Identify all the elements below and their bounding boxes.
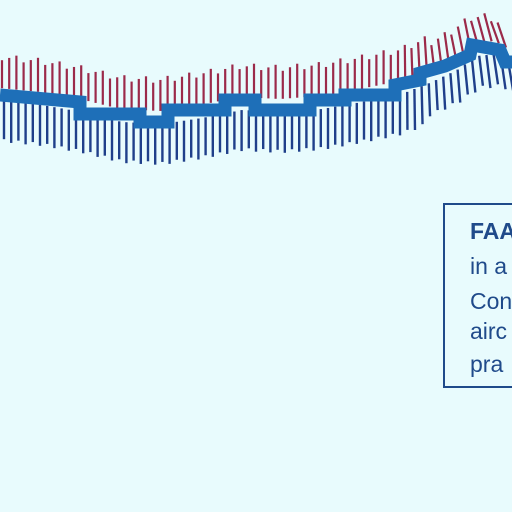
note-line-4: airc <box>470 318 508 344</box>
inner-hatch-tick <box>456 69 462 103</box>
outer-hatch-tick <box>410 48 414 77</box>
outer-hatch-tick <box>469 20 479 44</box>
outer-hatch-tick <box>489 20 500 44</box>
inner-hatch-tick <box>492 54 500 85</box>
inner-hatch-tick <box>420 86 424 125</box>
outer-hatch-tick <box>496 22 508 48</box>
inner-hatch-tick <box>485 54 492 89</box>
inner-hatch-tick <box>449 73 454 104</box>
airspace-boundary-band <box>0 37 512 129</box>
outer-hatch-tick <box>443 32 450 61</box>
inner-hatch-tick <box>427 83 432 117</box>
inner-hatch-tick <box>463 64 470 95</box>
note-line-5: pra <box>470 351 504 377</box>
inner-hatch-ticks <box>2 54 512 165</box>
note-line-3: Con <box>470 288 512 314</box>
inner-hatch-tick <box>413 89 417 131</box>
note-line-1: FAA <box>470 218 512 244</box>
note-line-2: in a <box>470 253 508 279</box>
outer-hatch-tick <box>450 34 457 57</box>
inner-hatch-tick <box>478 55 485 86</box>
outer-hatch-tick <box>456 26 464 52</box>
inner-hatch-tick <box>470 59 477 93</box>
outer-hatch-tick <box>436 38 443 64</box>
map-note-box: FAA in a Con airc pra <box>443 203 512 388</box>
inner-hatch-tick <box>434 80 439 111</box>
inner-hatch-tick <box>442 76 447 110</box>
outer-hatch-tick <box>483 13 493 42</box>
outer-hatch-tick <box>476 16 486 43</box>
